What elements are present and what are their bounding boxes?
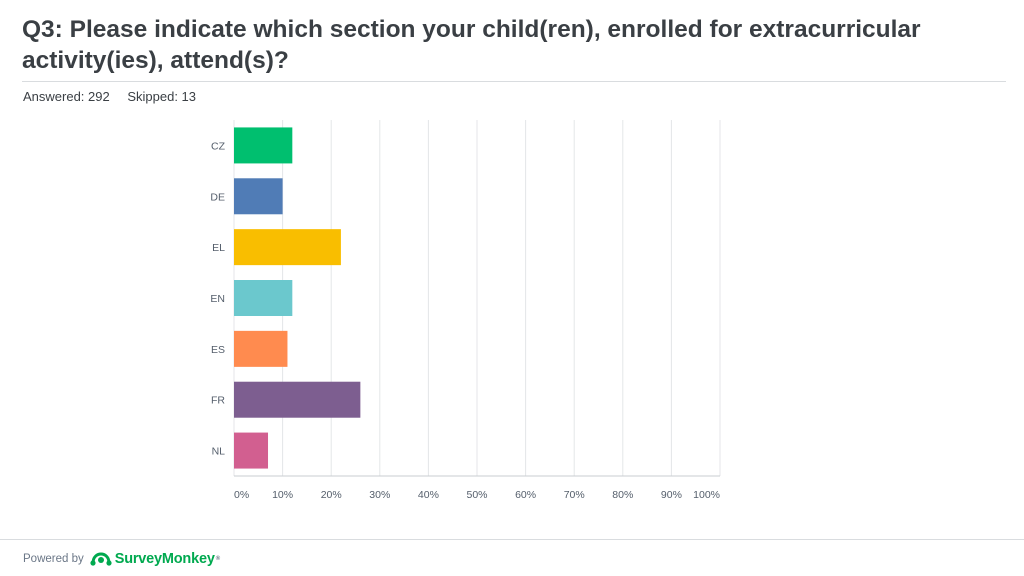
category-label-es: ES <box>211 344 225 356</box>
skipped-count: Skipped: 13 <box>127 89 197 104</box>
x-tick-label: 20% <box>321 489 342 501</box>
response-stats: Answered: 292 Skipped: 13 <box>23 89 210 104</box>
bar-el <box>234 229 341 266</box>
chart-gridlines <box>233 120 721 476</box>
bar-chart: CZ DE EL EN ES FR NL 0% 10% 20% 30% 40% 50% 60% 70% 80… <box>210 120 721 501</box>
category-label-en: EN <box>210 293 225 305</box>
bar-es <box>234 330 288 367</box>
title-divider <box>22 81 1006 82</box>
x-tick-label: 10% <box>272 489 293 501</box>
surveymonkey-logo: SurveyMonkey ® <box>90 551 220 567</box>
x-tick-label: 50% <box>466 489 487 501</box>
category-label-el: EL <box>212 242 225 254</box>
x-tick-label: 0% <box>234 489 249 501</box>
chart-category-labels: CZ DE EL EN ES FR NL <box>210 140 225 457</box>
x-tick-label: 30% <box>369 489 390 501</box>
powered-by-label: Powered by <box>23 553 84 565</box>
x-tick-label: 60% <box>515 489 536 501</box>
x-tick-label: 90% <box>661 489 682 501</box>
category-label-cz: CZ <box>211 140 226 152</box>
x-tick-label: 40% <box>418 489 439 501</box>
chart-bars <box>234 127 361 469</box>
bar-fr <box>234 381 361 418</box>
chart-tick-labels: 0% 10% 20% 30% 40% 50% 60% 70% 80% 90% 100% <box>234 489 720 501</box>
bar-de <box>234 178 283 215</box>
category-label-de: DE <box>210 191 225 203</box>
x-tick-label: 70% <box>564 489 585 501</box>
question-title: Q3: Please indicate which section your c… <box>22 16 921 74</box>
bar-cz <box>234 127 293 164</box>
surveymonkey-monkey-icon <box>90 552 112 566</box>
trademark-symbol: ® <box>215 556 220 562</box>
category-label-nl: NL <box>212 446 226 458</box>
brand-name: SurveyMonkey <box>114 551 215 567</box>
footer-divider <box>0 539 1024 540</box>
footer: Powered by SurveyMonkey ® <box>23 549 220 569</box>
x-tick-label: 100% <box>693 489 720 501</box>
bar-nl <box>234 432 269 469</box>
category-label-fr: FR <box>211 395 225 407</box>
x-tick-label: 80% <box>612 489 633 501</box>
answered-count: Answered: 292 <box>23 89 110 104</box>
bar-en <box>234 280 293 316</box>
